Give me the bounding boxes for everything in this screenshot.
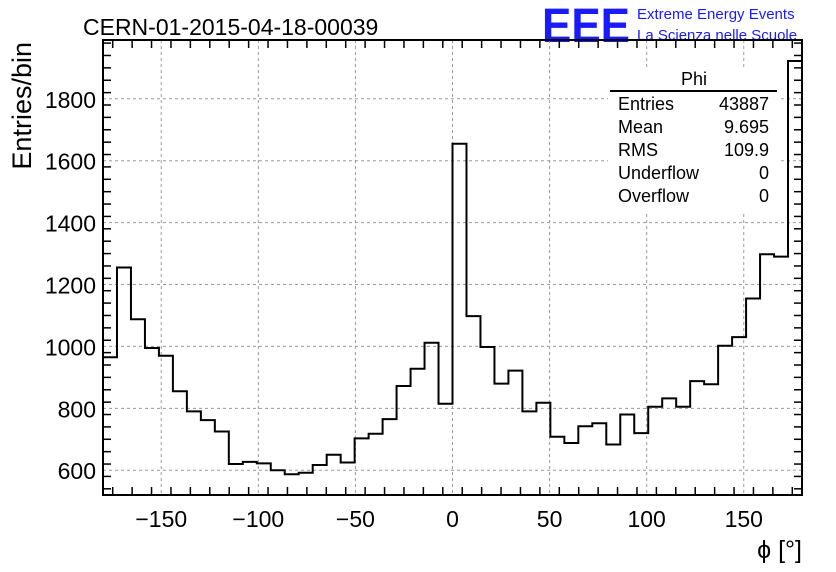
histogram-bin — [145, 348, 159, 495]
histogram-bin — [676, 407, 690, 495]
y-tick-label: 1800 — [45, 87, 96, 113]
stats-box-bg — [608, 70, 778, 212]
histogram-bin — [536, 403, 550, 495]
histogram-bin — [550, 437, 564, 495]
y-axis-label: Entries/bin — [7, 42, 37, 170]
histogram-bin — [117, 268, 131, 496]
histogram-bin — [718, 346, 732, 495]
plot-frame — [102, 39, 803, 496]
histogram-bin — [620, 415, 634, 495]
histogram-bin — [243, 462, 257, 495]
histogram-bin — [201, 420, 215, 495]
y-tick-label: 1400 — [45, 211, 96, 237]
histogram-bin — [466, 316, 480, 495]
stats-value: 0 — [759, 163, 769, 183]
histogram-bin — [271, 470, 285, 495]
histogram-bin — [173, 391, 187, 495]
histogram-bin — [690, 381, 704, 495]
stats-value: 9.695 — [724, 117, 769, 137]
histogram-bin — [313, 465, 327, 495]
histogram-outline — [103, 60, 802, 476]
histogram-bin — [341, 463, 355, 496]
histogram-bin — [299, 473, 313, 495]
y-tick-label: 600 — [58, 458, 96, 484]
histogram-bin — [564, 443, 578, 495]
histogram-bin — [480, 347, 494, 495]
histogram-bin — [229, 464, 243, 495]
chart-title: CERN-01-2015-04-18-00039 — [83, 14, 378, 40]
histogram-bin — [439, 404, 453, 495]
histogram-bin — [327, 455, 341, 495]
stats-label: Underflow — [618, 163, 700, 183]
y-tick-label: 1200 — [45, 273, 96, 299]
histogram-bin — [494, 384, 508, 495]
histogram-bin — [355, 438, 369, 495]
histogram-bin — [732, 337, 746, 495]
histogram-bin — [634, 433, 648, 495]
stats-label: RMS — [618, 140, 658, 160]
histogram-bin — [578, 426, 592, 495]
histogram-bin — [522, 411, 536, 495]
axis-ticks — [103, 40, 802, 495]
histogram-bin — [648, 407, 662, 495]
histogram-bin — [774, 257, 788, 495]
stats-label: Entries — [618, 94, 674, 114]
y-tick-label: 1000 — [45, 334, 96, 360]
histogram-bin — [411, 369, 425, 495]
histogram-bin — [397, 386, 411, 495]
x-tick-label: −100 — [232, 506, 284, 532]
histogram-bin — [187, 411, 201, 495]
stats-box-rows: Entries 43887 Mean 9.695 RMS 109.9 Underflow 0 O… — [618, 94, 769, 206]
y-tick-label: 1600 — [45, 149, 96, 175]
histogram-bin — [662, 398, 676, 495]
histogram-bin — [592, 423, 606, 495]
x-tick-label: −50 — [336, 506, 375, 532]
stats-value: 0 — [759, 186, 769, 206]
y-tick-label: 800 — [58, 396, 96, 422]
x-tick-label: 150 — [725, 506, 763, 532]
histogram-bin — [746, 298, 760, 495]
stats-value: 43887 — [719, 94, 769, 114]
stats-box-title: Phi — [681, 69, 707, 89]
x-tick-label: 100 — [627, 506, 665, 532]
x-tick-label: 50 — [537, 506, 563, 532]
logo-mark: EEE — [542, 0, 630, 53]
histogram-bin — [159, 356, 173, 495]
stats-label: Overflow — [618, 186, 690, 206]
stats-value: 109.9 — [724, 140, 769, 160]
histogram-bin — [760, 254, 774, 495]
y-tick-labels: 600 800 1000 1200 1400 1600 1800 — [45, 87, 96, 484]
x-tick-label: −150 — [135, 506, 187, 532]
stats-label: Mean — [618, 117, 663, 137]
histogram-bin — [704, 384, 718, 495]
histogram-bin — [131, 319, 145, 495]
histogram-bin — [215, 432, 229, 495]
histogram-bin — [369, 434, 383, 495]
stats-box: Phi Entries 43887 Mean 9.695 RMS 109.9 Underfl… — [608, 69, 778, 212]
x-axis-label: ϕ [°] — [757, 536, 802, 564]
histogram-bin — [508, 371, 522, 495]
x-tick-label: 0 — [446, 506, 459, 532]
eee-logo: EEE Extreme Energy Events La Scienza nel… — [542, 0, 797, 53]
histogram-bin — [425, 343, 439, 495]
histogram-bin — [453, 144, 467, 495]
x-tick-labels: −150 −100 −50 0 50 100 150 — [135, 506, 763, 532]
logo-line1: Extreme Energy Events — [637, 6, 795, 23]
histogram-bin — [383, 419, 397, 495]
